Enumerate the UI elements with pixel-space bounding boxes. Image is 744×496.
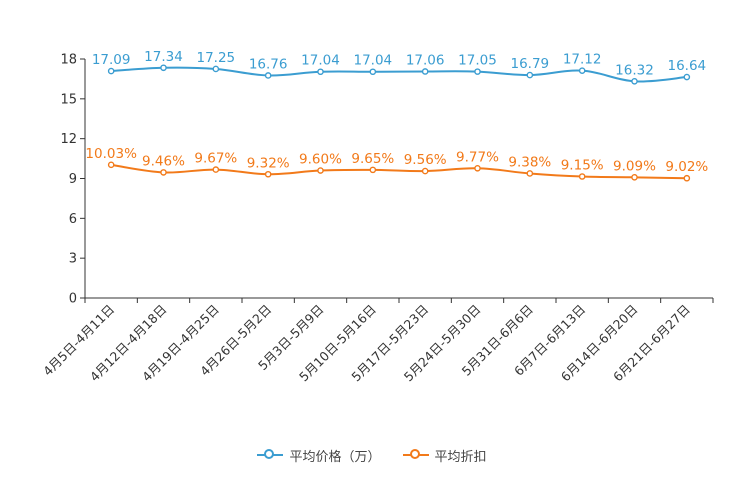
data-label: 16.76 bbox=[249, 56, 288, 72]
data-label: 9.02% bbox=[665, 159, 708, 175]
legend-discount-label: 平均折扣 bbox=[434, 449, 487, 465]
data-label: 9.77% bbox=[456, 149, 499, 165]
data-label: 9.46% bbox=[142, 153, 185, 169]
data-point[interactable] bbox=[631, 174, 638, 181]
data-label: 16.64 bbox=[668, 58, 707, 74]
data-point[interactable] bbox=[264, 72, 272, 79]
data-point[interactable] bbox=[474, 68, 481, 75]
y-tick-label: 6 bbox=[69, 212, 77, 227]
legend-item-price[interactable]: 平均价格（万） bbox=[257, 446, 381, 465]
y-tick-label: 12 bbox=[60, 132, 77, 147]
data-label: 17.04 bbox=[301, 53, 340, 69]
y-tick-label: 18 bbox=[60, 53, 77, 68]
y-tick-label: 15 bbox=[60, 92, 77, 107]
y-tick-label: 3 bbox=[69, 252, 77, 267]
legend-price-marker bbox=[257, 448, 284, 462]
data-label: 17.04 bbox=[354, 53, 393, 69]
data-label: 9.67% bbox=[194, 151, 237, 167]
chart-canvas: 03691215184月5日-4月11日4月12日-4月18日4月19日-4月2… bbox=[40, 49, 714, 384]
data-point[interactable] bbox=[160, 169, 167, 176]
data-point[interactable] bbox=[107, 161, 115, 169]
data-point[interactable] bbox=[107, 67, 115, 75]
data-point[interactable] bbox=[631, 78, 638, 85]
data-point[interactable] bbox=[212, 65, 220, 73]
legend-discount-marker bbox=[402, 448, 429, 462]
series-line-discount bbox=[111, 163, 687, 180]
data-label: 10.03% bbox=[85, 146, 137, 162]
data-point[interactable] bbox=[526, 71, 534, 79]
data-point[interactable] bbox=[160, 64, 167, 72]
series-line-price bbox=[111, 66, 687, 83]
legend-price-label: 平均价格（万） bbox=[289, 449, 381, 465]
data-point[interactable] bbox=[578, 67, 586, 74]
series-price: 17.09 17.34 17.25 16.76 17.04 17.04 17.06 17.05… bbox=[92, 49, 707, 85]
data-label: 17.06 bbox=[406, 52, 445, 68]
data-label: 16.32 bbox=[615, 62, 654, 78]
data-label: 9.09% bbox=[613, 158, 656, 174]
series-layer: 17.09 17.34 17.25 16.76 17.04 17.04 17.06 17.05… bbox=[85, 49, 708, 182]
data-label: 9.15% bbox=[561, 158, 604, 174]
data-point[interactable] bbox=[369, 166, 377, 174]
legend: 平均价格（万） 平均折扣 bbox=[0, 444, 744, 466]
data-point[interactable] bbox=[683, 174, 691, 182]
chart-axes: 03691215184月5日-4月11日4月12日-4月18日4月19日-4月2… bbox=[40, 53, 714, 384]
data-point[interactable] bbox=[421, 167, 429, 175]
data-label: 9.56% bbox=[404, 152, 447, 168]
data-point[interactable] bbox=[421, 68, 429, 75]
data-point[interactable] bbox=[317, 167, 324, 174]
data-label: 17.34 bbox=[144, 49, 183, 65]
data-point[interactable] bbox=[578, 173, 586, 180]
data-point[interactable] bbox=[526, 170, 534, 177]
y-tick-label: 0 bbox=[69, 292, 77, 307]
data-point[interactable] bbox=[212, 166, 220, 173]
data-point[interactable] bbox=[683, 73, 691, 81]
data-point[interactable] bbox=[317, 68, 324, 76]
data-label: 9.60% bbox=[299, 152, 342, 168]
data-point[interactable] bbox=[369, 68, 377, 76]
data-label: 16.79 bbox=[511, 56, 550, 72]
data-label: 9.65% bbox=[351, 151, 394, 167]
data-label: 17.09 bbox=[92, 52, 131, 68]
data-label: 9.32% bbox=[247, 155, 290, 171]
data-point[interactable] bbox=[474, 164, 481, 172]
data-label: 17.12 bbox=[563, 52, 602, 68]
data-label: 9.38% bbox=[508, 154, 551, 170]
legend-item-discount[interactable]: 平均折扣 bbox=[402, 446, 487, 465]
y-tick-label: 9 bbox=[69, 172, 77, 187]
data-label: 17.25 bbox=[197, 50, 236, 66]
data-point[interactable] bbox=[264, 170, 272, 178]
series-discount: 10.03% 9.46% 9.67% 9.32% 9.60% 9.65% 9.56% 9.77… bbox=[85, 146, 708, 182]
data-label: 17.05 bbox=[458, 53, 497, 69]
